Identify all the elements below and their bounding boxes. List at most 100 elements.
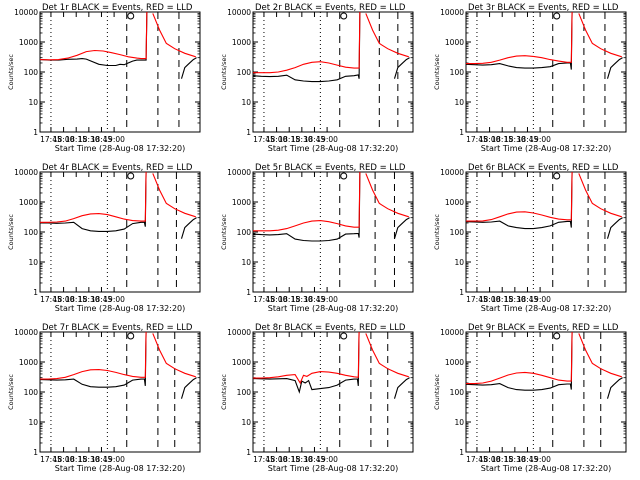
series-line-events	[253, 172, 361, 242]
x-tick-label: 18:15	[65, 455, 87, 464]
y-tick-label: 10000	[440, 8, 464, 17]
x-tick-label: 18:45	[91, 295, 113, 304]
x-tick-label: 17:45	[466, 295, 488, 304]
chart-panel-4: Det 4r BLACK = Events, RED = LLD 1 10 100 10…	[7, 163, 201, 313]
y-tick-label: 100	[24, 68, 39, 77]
x-tick-label: 18:30	[78, 295, 100, 304]
plot-frame	[465, 171, 627, 293]
y-tick-label: 100	[237, 228, 252, 237]
series-line-events	[466, 172, 573, 230]
series-line-events	[40, 12, 148, 67]
series-line-events-recovery	[606, 57, 623, 79]
y-tick-label: 10	[454, 258, 464, 267]
peak-marker	[340, 12, 348, 20]
x-tick-label: 19:00	[529, 135, 551, 144]
y-axis-label: Counts/sec	[7, 54, 15, 90]
x-tick-label: 18:00	[479, 135, 501, 144]
y-axis-label: Counts/sec	[7, 374, 15, 410]
y-tick-label: 1	[33, 128, 38, 137]
x-tick-label: 19:00	[316, 455, 338, 464]
x-tick-label: 17:45	[253, 455, 275, 464]
series-line-lld	[40, 172, 147, 223]
chart-panel-7: Det 7r BLACK = Events, RED = LLD 1 10 100 10…	[7, 323, 201, 473]
chart-title: Det 1r BLACK = Events, RED = LLD	[42, 3, 193, 13]
x-axis-label: Start Time (28-Aug-08 17:32:20)	[55, 304, 186, 313]
y-tick-label: 100	[450, 68, 465, 77]
series-line-lld-decay	[365, 13, 409, 58]
series-group	[253, 332, 410, 399]
x-axis-label: Start Time (28-Aug-08 17:32:20)	[268, 144, 399, 153]
series-line-lld-decay	[365, 173, 409, 218]
series-line-events	[253, 12, 361, 83]
series-group	[40, 172, 197, 239]
y-tick-label: 1000	[445, 358, 464, 367]
chart-title: Det 6r BLACK = Events, RED = LLD	[468, 163, 619, 173]
x-tick-label: 18:15	[278, 455, 300, 464]
series-group	[466, 332, 623, 399]
x-tick-label: 17:45	[40, 295, 62, 304]
y-axis-label: Counts/sec	[433, 54, 441, 90]
x-tick-label: 18:15	[491, 455, 513, 464]
y-tick-label: 10000	[227, 328, 251, 337]
series-line-events-recovery	[393, 217, 410, 239]
x-tick-label: 19:00	[316, 295, 338, 304]
series-line-lld-decay	[578, 173, 622, 218]
x-tick-label: 18:45	[91, 135, 113, 144]
chart-title: Det 3r BLACK = Events, RED = LLD	[468, 3, 619, 13]
y-tick-label: 1	[246, 448, 251, 457]
x-tick-label: 18:30	[504, 455, 526, 464]
x-tick-label: 18:00	[479, 455, 501, 464]
y-tick-label: 1000	[19, 358, 38, 367]
x-tick-label: 18:30	[504, 295, 526, 304]
series-line-lld-decay	[365, 333, 409, 378]
peak-marker	[127, 172, 135, 180]
y-axis-label: Counts/sec	[220, 374, 228, 410]
chart-title: Det 9r BLACK = Events, RED = LLD	[468, 323, 619, 333]
peak-marker	[553, 12, 561, 20]
y-tick-label: 10000	[14, 8, 38, 17]
x-tick-label: 18:30	[78, 455, 100, 464]
x-tick-label: 19:00	[103, 455, 125, 464]
y-tick-label: 10	[28, 258, 38, 267]
y-axis-label: Counts/sec	[433, 374, 441, 410]
series-line-events-recovery	[393, 377, 410, 399]
x-tick-label: 18:00	[266, 295, 288, 304]
x-tick-label: 18:00	[266, 135, 288, 144]
x-tick-label: 17:45	[253, 295, 275, 304]
x-tick-label: 18:30	[504, 135, 526, 144]
series-group	[253, 172, 410, 242]
x-tick-label: 19:00	[103, 135, 125, 144]
series-line-lld	[466, 12, 573, 65]
y-tick-label: 100	[237, 388, 252, 397]
chart-panel-9: Det 9r BLACK = Events, RED = LLD 1 10 100 10…	[433, 323, 627, 473]
series-line-lld-decay	[578, 333, 622, 378]
y-tick-label: 10000	[227, 168, 251, 177]
series-group	[40, 332, 197, 399]
y-tick-label: 1	[459, 288, 464, 297]
y-tick-label: 10	[241, 98, 251, 107]
x-tick-label: 18:15	[491, 135, 513, 144]
x-tick-label: 18:15	[278, 295, 300, 304]
y-tick-label: 1000	[232, 198, 251, 207]
x-tick-label: 18:15	[65, 295, 87, 304]
y-tick-label: 10	[454, 98, 464, 107]
chart-panel-8: Det 8r BLACK = Events, RED = LLD 1 10 100 10…	[220, 323, 414, 473]
chart-panel-1: Det 1r BLACK = Events, RED = LLD 1 10 100 10…	[7, 3, 201, 153]
chart-panel-3: Det 3r BLACK = Events, RED = LLD 1 10 100 10…	[433, 3, 627, 153]
series-line-events	[40, 332, 147, 388]
chart-title: Det 4r BLACK = Events, RED = LLD	[42, 163, 193, 173]
peak-marker	[127, 12, 135, 20]
peak-marker	[553, 332, 561, 340]
series-line-events	[466, 332, 573, 391]
x-tick-label: 19:00	[103, 295, 125, 304]
y-tick-label: 1	[33, 288, 38, 297]
y-tick-label: 1	[246, 288, 251, 297]
x-tick-label: 18:15	[278, 135, 300, 144]
y-tick-label: 10000	[14, 168, 38, 177]
x-tick-label: 17:45	[253, 135, 275, 144]
x-tick-label: 18:00	[479, 295, 501, 304]
y-tick-label: 1	[246, 128, 251, 137]
series-line-events-recovery	[393, 57, 410, 79]
series-group	[466, 12, 623, 79]
